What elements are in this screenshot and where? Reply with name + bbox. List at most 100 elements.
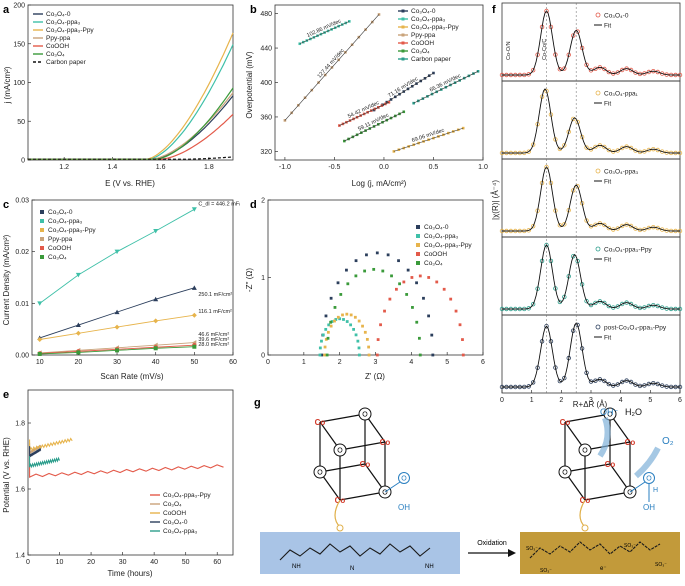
cube-edge [339,441,386,451]
cdl-label-c: 46.6 mF/cm² [198,332,229,338]
y-tick-label: 440 [260,46,272,53]
y-tick-label: 100 [13,80,25,87]
water-label: H₂O [625,407,642,417]
y-tick-label: 1.8 [15,421,25,428]
exafs-point-f [655,69,660,75]
legend-label-c: Co₃O₄-0 [48,209,73,216]
nyquist-point-d [372,267,376,271]
y-tick-label: 0.02 [15,249,29,256]
exafs-point-f [566,129,571,135]
chart-d-ylabel: -Z'' (Ω) [245,268,254,292]
legend-label-d: Co₃O₄-0 [424,224,449,231]
chart-c-frame [31,199,234,356]
y-tick-label: 2 [261,198,265,205]
exafs-point-f [602,144,607,150]
exafs-point-f [633,304,638,309]
data-point-c [191,285,197,290]
x-tick-label: -0.5 [328,164,340,171]
x-tick-label: 4 [409,359,413,366]
legend-label-e: Co₃O₄ [163,501,182,508]
legend-fit-label-f: Fit [604,179,611,186]
exafs-point-f [628,223,634,229]
nyquist-point-d [321,333,325,337]
panel-letter-f: f [492,4,496,16]
exafs-point-f [593,300,598,306]
exafs-fit-line-f [502,10,680,76]
legend-label-b: Ppy-ppa [411,32,436,39]
fit-line-b [413,71,479,104]
legend-label-f: Co₃O₄-ppa₁ [604,91,639,98]
oxygen-atom [558,465,572,479]
legend-label-a: Ppy-ppa [46,35,71,42]
data-point-c [37,351,42,356]
x-tick-label: 1.8 [204,164,214,171]
x-tick-label: 3 [374,359,378,366]
nyquist-point-d [375,251,379,255]
exafs-point-f [557,222,563,228]
x-tick-label: 0 [266,359,270,366]
exafs-point-f [659,227,665,232]
panel-letter-g: g [254,397,261,409]
exafs-point-f [619,67,625,73]
exafs-point-f [619,145,625,151]
fit-line-b [284,14,380,121]
nyquist-point-d [333,319,336,323]
legend-label-c: Co₃O₄-ppa₃ [48,218,83,225]
legend-label-f: post-Co₃O₄-ppa₃-Ppy [604,325,667,332]
exafs-point-f [646,381,652,387]
data-point-c [153,346,158,351]
oxygen-atom-label: O [337,448,343,455]
chart-c-xlabel: Scan Rate (mV/s) [100,372,163,381]
exafs-point-f [606,225,611,231]
exafs-point-f [575,119,580,125]
annotation-co-co: Co-Co/C [542,39,548,60]
panel-c: c 10 20 30 40 50 60 0.00 0.01 0.02 0.03 250.1 mF/… [0,195,250,385]
legend-marker-b [401,33,405,37]
legend-label-d: Co₃O₄-ppa₃-Ppy [424,242,472,249]
panel-letter-c: c [3,199,9,211]
nyquist-point-d [415,320,419,324]
exafs-point-f [606,69,611,75]
nyquist-point-d [345,320,349,323]
series-line-a [27,156,234,160]
exafs-point-f [602,300,607,306]
exafs-point-f [615,226,620,231]
legend-label-f: Co₃O₄-ppa₃ [604,169,639,176]
x-tick-label: 5 [445,359,449,366]
cobalt-atom: Co [605,460,616,469]
nyquist-point-d [324,314,328,318]
exafs-point-f [584,218,589,223]
slope-label-b: 71.16 mV/dec [387,76,419,99]
oxygen-atom [333,443,347,457]
x-tick-label: 1.4 [108,164,118,171]
electron-label: e⁻ [600,566,607,572]
nyquist-point-d [346,282,350,286]
x-tick-label: 40 [150,559,158,566]
nyquist-point-d [442,287,446,291]
chart-f-xlabel: R+ΔR (Å) [573,400,608,409]
nyquist-point-d [397,259,400,263]
legend-fit-label-f: Fit [604,335,611,342]
y-tick-label: 320 [260,149,272,156]
nyquist-point-d [329,296,333,300]
oxygen-atom-label: O [607,412,613,419]
legend-label-b: Co₃O₄ [411,48,430,55]
fit-line-b [299,21,350,45]
nyquist-point-d [435,280,439,284]
legend-marker-d [416,234,420,238]
nyquist-point-d [349,323,353,327]
hydroxyl-oxygen-label: O [401,476,407,483]
hydroxyl-oxygen [398,472,410,484]
exafs-point-f [646,69,652,75]
exafs-point-f [530,142,536,147]
so3-label-2: SO₃⁻ [540,568,552,574]
x-tick-label: 1.2 [59,164,69,171]
oxidation-label: Oxidation [477,540,507,547]
chart-b-ylabel: Overpotential (mV) [245,51,254,118]
nyquist-point-d [353,315,357,319]
linker-node [581,524,589,532]
exafs-point-f [633,382,638,387]
data-point-c [191,312,197,318]
nyquist-point-d [325,353,329,357]
nyquist-point-d [341,313,344,317]
